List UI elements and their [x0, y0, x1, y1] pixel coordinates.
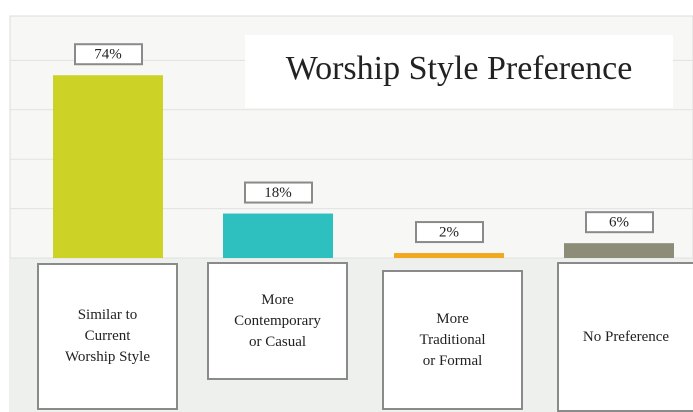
value-label-box	[74, 43, 143, 66]
chart-title: Worship Style Preference	[286, 50, 633, 87]
category-label: More Contemporary or Casual	[207, 262, 348, 380]
category-label: No Preference	[557, 262, 693, 412]
category-label: Similar to Current Worship Style	[37, 263, 178, 410]
value-label: 74%	[94, 47, 122, 63]
value-label: 18%	[264, 185, 292, 201]
bar	[394, 253, 504, 258]
bar	[53, 75, 163, 258]
value-label-box	[244, 181, 313, 204]
value-label: 2%	[439, 224, 459, 240]
title-box	[245, 35, 673, 108]
value-label-box	[415, 221, 484, 244]
value-label-box	[585, 211, 654, 234]
bar	[564, 243, 674, 258]
bar	[223, 213, 333, 258]
value-label: 6%	[609, 215, 629, 231]
category-label: More Traditional or Formal	[382, 270, 523, 410]
